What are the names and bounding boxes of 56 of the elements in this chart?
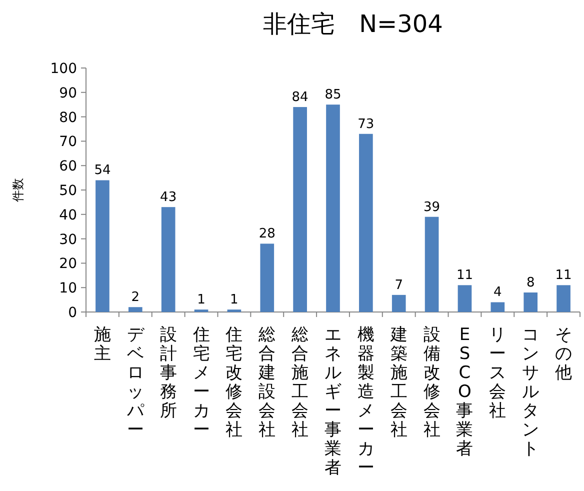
x-tick-label: 設備改修会社 <box>423 325 440 440</box>
data-label: 11 <box>456 268 474 284</box>
data-label: 54 <box>94 163 111 178</box>
data-label: 7 <box>394 278 404 293</box>
y-axis-title: 件数 <box>11 178 25 202</box>
x-tick-label: その他 <box>555 325 572 383</box>
x-tick-label: リース会社 <box>489 325 506 421</box>
data-label: 28 <box>258 226 276 242</box>
data-label: 39 <box>424 200 440 215</box>
x-tick-label: 総合施工会社 <box>290 325 309 440</box>
bar <box>260 244 274 312</box>
x-tick-label: ESCO事業者 <box>456 325 474 459</box>
bar <box>326 104 340 312</box>
y-tick-label: 100 <box>50 61 77 77</box>
y-tick-label: 40 <box>59 207 77 224</box>
bar <box>392 294 406 312</box>
y-tick-label: 50 <box>59 183 77 199</box>
y-tick-label: 30 <box>59 232 77 248</box>
x-tick-label: 総合建設会社 <box>258 325 276 440</box>
bar <box>524 292 538 312</box>
x-tick-label: 施主 <box>94 325 111 364</box>
data-label: 84 <box>292 90 308 106</box>
y-tick-label: 90 <box>59 85 77 102</box>
data-label: 4 <box>494 285 502 300</box>
data-label: 1 <box>197 292 206 308</box>
bar <box>96 180 110 312</box>
x-tick-label: デベロッパー <box>126 325 145 440</box>
bar <box>490 302 505 312</box>
bar <box>161 207 176 312</box>
x-tick-label: エネルギー事業者 <box>324 325 342 478</box>
bar <box>458 285 472 312</box>
x-tick-label: 設計事務所 <box>160 325 177 421</box>
data-label: 2 <box>131 290 140 306</box>
x-tick-label: 建築施工会社 <box>389 325 408 440</box>
data-label: 8 <box>526 275 535 290</box>
bar <box>424 216 439 312</box>
data-label: 43 <box>160 190 177 206</box>
y-tick-label: 20 <box>59 256 77 272</box>
x-tick-label: 住宅改修会社 <box>224 325 243 440</box>
bar <box>556 285 570 312</box>
x-tick-label: コンサルタント <box>522 325 540 459</box>
data-label: 73 <box>358 116 374 132</box>
y-tick-label: 10 <box>59 280 77 297</box>
data-label: 11 <box>555 268 572 284</box>
data-label: 85 <box>324 88 342 103</box>
bar <box>293 107 307 312</box>
chart-title: 非住宅 N=304 <box>263 10 443 38</box>
y-tick-label: 60 <box>59 158 77 175</box>
bar <box>359 134 373 312</box>
y-tick-label: 0 <box>68 305 77 321</box>
x-tick-label: 機器製造メーカー <box>357 325 374 478</box>
bar <box>128 307 142 312</box>
y-tick-label: 80 <box>59 110 77 126</box>
data-label: 1 <box>230 292 238 308</box>
x-tick-label: 住宅メーカー <box>192 325 210 440</box>
y-tick-label: 70 <box>59 134 77 150</box>
